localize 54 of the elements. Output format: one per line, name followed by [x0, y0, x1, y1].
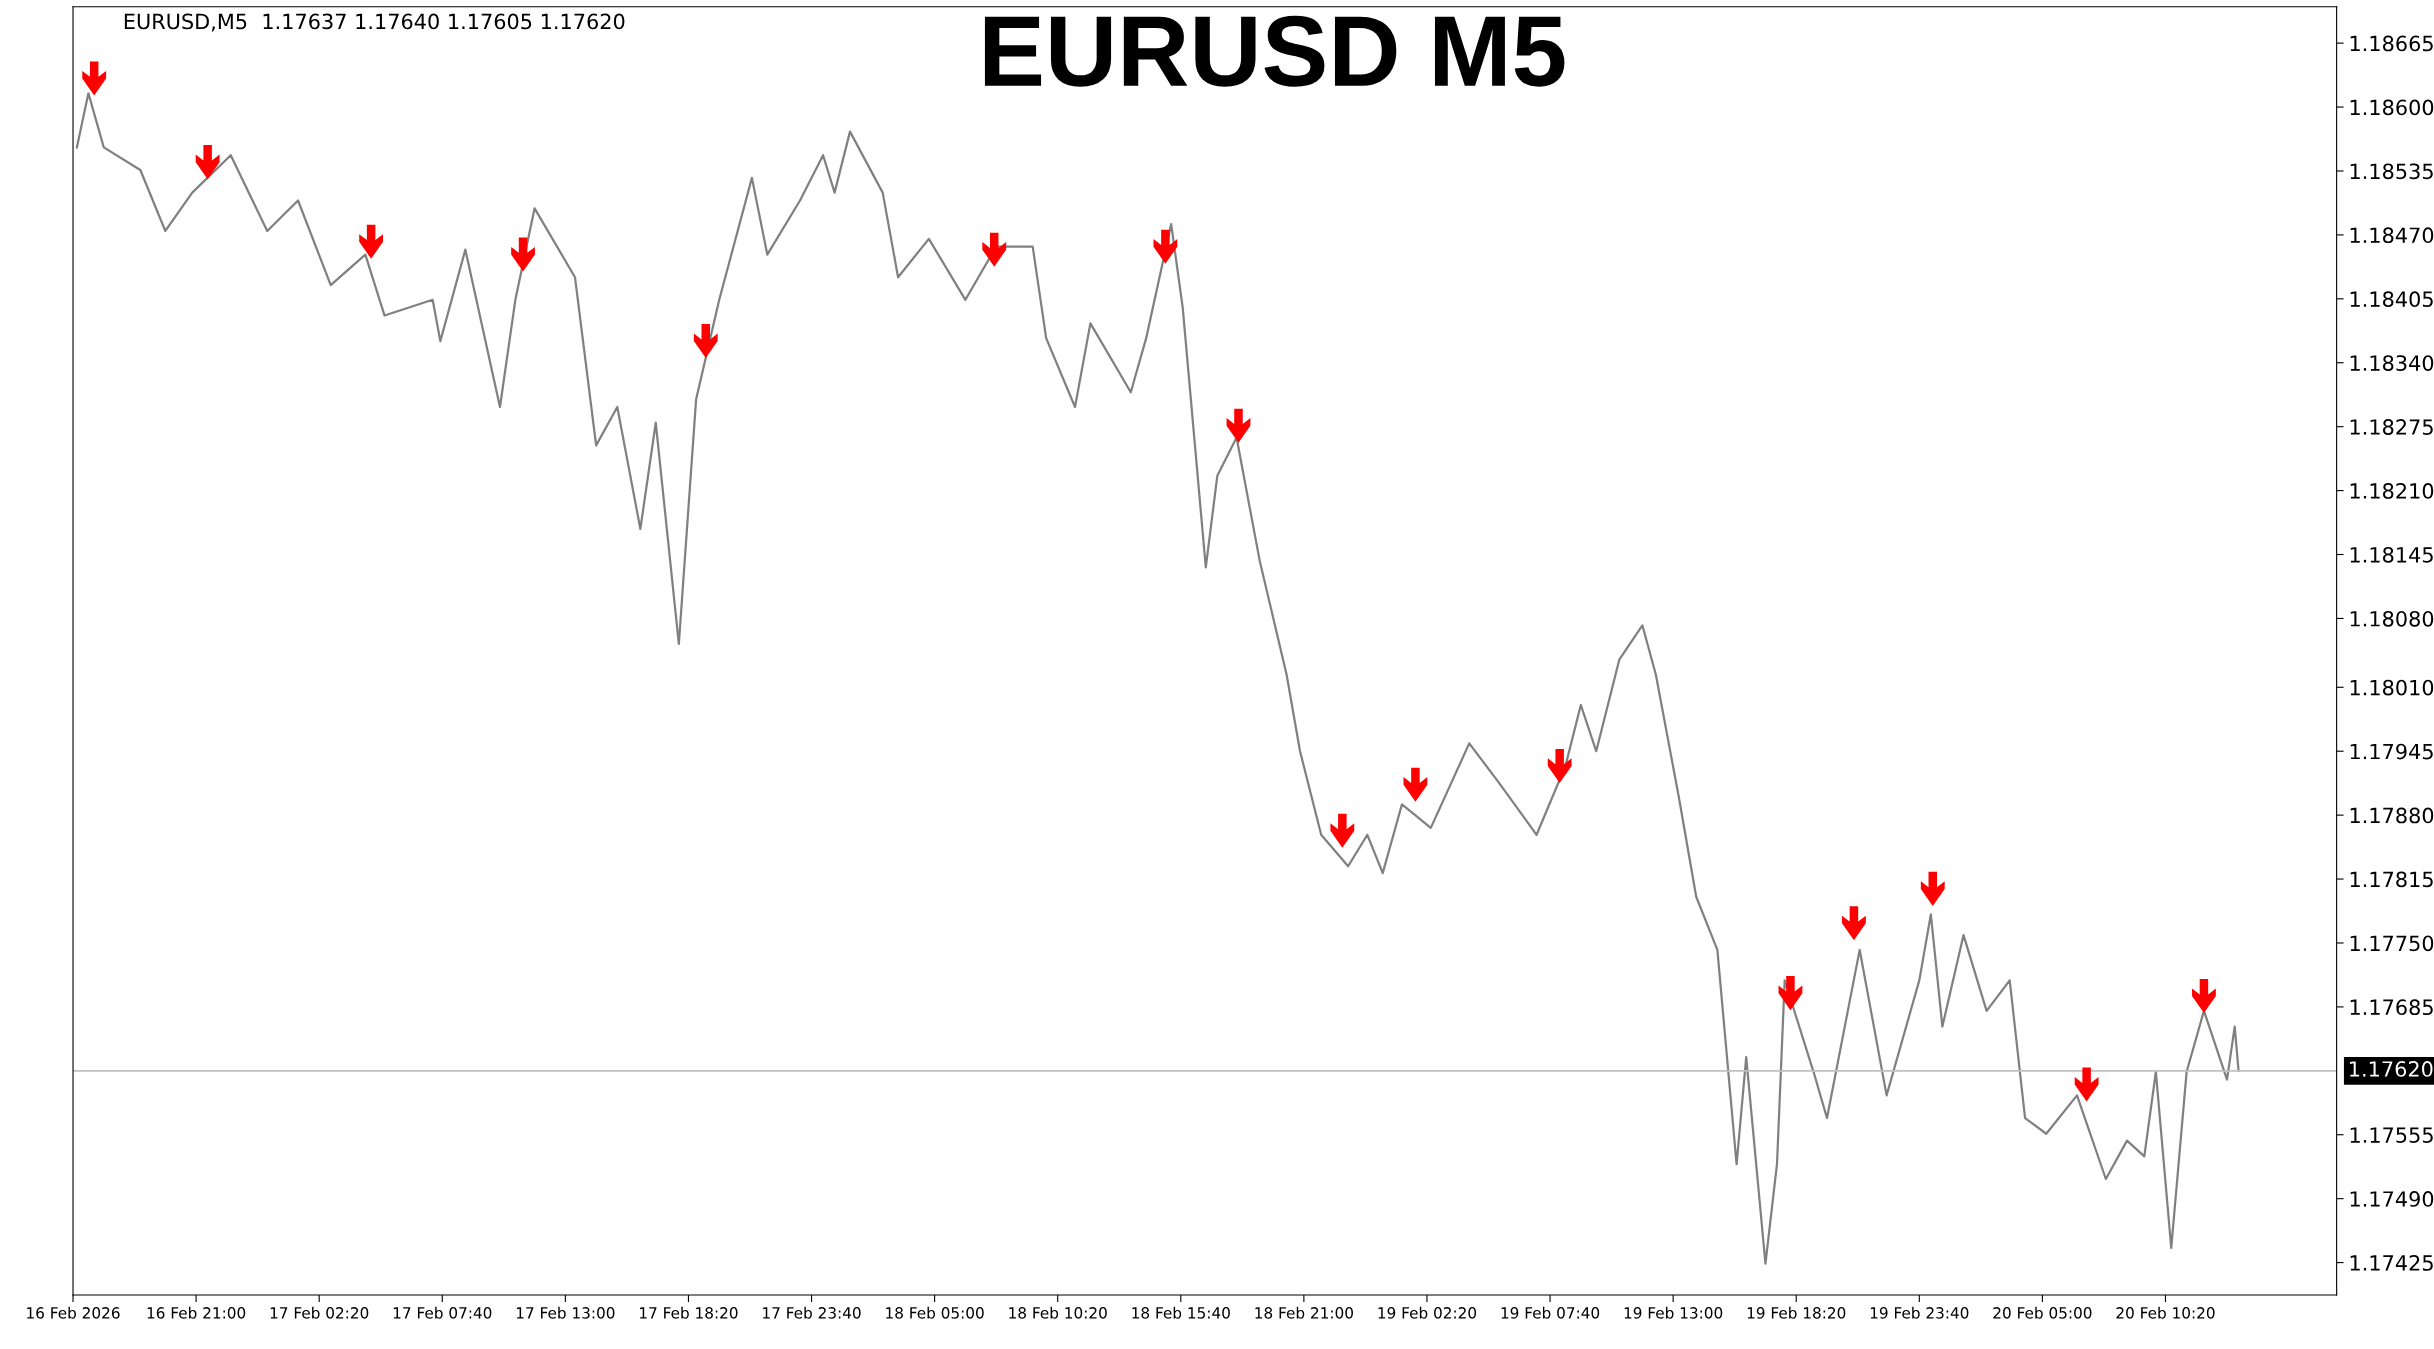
point — [82, 61, 107, 96]
x-tick-label: 17 Feb 13:00 — [516, 1306, 615, 1319]
point — [195, 145, 220, 180]
y-tick-label: 1.18340 — [2350, 355, 2434, 371]
point — [982, 232, 1007, 267]
x-tick-label: 19 Feb 18:20 — [1747, 1306, 1846, 1319]
y-tick-label: 1.18210 — [2350, 483, 2434, 499]
point — [1226, 408, 1251, 443]
y-tick-label: 1.17685 — [2350, 999, 2433, 1016]
line-series — [75, 92, 2240, 1265]
y-tick-label: 1.18535 — [2350, 163, 2433, 180]
x-tick-label: 18 Feb 05:00 — [886, 1306, 984, 1319]
x-tick-label: 18 Feb 10:20 — [1009, 1306, 1107, 1319]
y-tick-label: 1.18275 — [2350, 419, 2433, 435]
y-tick-label: 1.17880 — [2350, 807, 2434, 824]
x-tick-label: 17 Feb 18:20 — [640, 1306, 738, 1319]
x-tick-label: 18 Feb 15:40 — [1132, 1306, 1230, 1319]
point — [359, 224, 384, 259]
y-tick-label: 1.17555 — [2350, 1127, 2433, 1143]
point — [1920, 871, 1945, 906]
y-tick-label: 1.18080 — [2350, 610, 2434, 627]
x-tick-label: 20 Feb 05:00 — [1993, 1306, 2092, 1319]
x-tick-label: 20 Feb 10:20 — [2116, 1306, 2215, 1319]
point — [2074, 1067, 2099, 1102]
y-tick-label: 1.17945 — [2350, 743, 2433, 760]
point — [1778, 976, 1803, 1011]
x-tick-label: 16 Feb 2026 — [27, 1306, 120, 1319]
x-tick-label: 17 Feb 02:20 — [270, 1306, 369, 1319]
y-tick-label: 1.18470 — [2350, 227, 2434, 244]
y-tick-label: 1.18010 — [2350, 679, 2434, 696]
chart-title: EURUSD M5 — [984, 15, 1565, 87]
x-tick-label: 17 Feb 23:40 — [763, 1306, 861, 1319]
x-tick-label: 16 Feb 21:00 — [147, 1306, 246, 1319]
point — [693, 324, 718, 359]
x-tick-label: 19 Feb 02:20 — [1378, 1306, 1477, 1319]
point — [1403, 767, 1428, 802]
x-tick-label: 17 Feb 07:40 — [393, 1306, 492, 1319]
y-tick-label: 1.18405 — [2350, 291, 2433, 308]
y-tick-label: 1.17815 — [2350, 871, 2433, 888]
y-tick-label: 1.17425 — [2350, 1255, 2433, 1271]
y-tick-label: 1.18665 — [2350, 35, 2433, 52]
point — [1547, 748, 1572, 783]
y-tick-label: 1.17490 — [2350, 1191, 2434, 1207]
ref-line-label: 1.17620 — [2350, 1061, 2433, 1077]
x-tick-label: 19 Feb 07:40 — [1501, 1306, 1600, 1319]
y-tick-label: 1.18145 — [2350, 546, 2433, 563]
point — [1330, 813, 1355, 848]
x-tick-label: 19 Feb 23:40 — [1870, 1306, 1969, 1319]
x-tick-label: 19 Feb 13:00 — [1624, 1306, 1723, 1319]
y-tick-label: 1.17750 — [2350, 935, 2434, 952]
y-tick-label: 1.18600 — [2350, 99, 2434, 116]
point — [1153, 229, 1178, 264]
x-tick-label: 18 Feb 21:00 — [1255, 1306, 1353, 1319]
annotation: EURUSD,M5 1.17637 1.17640 1.17605 1.17620 — [124, 13, 625, 32]
